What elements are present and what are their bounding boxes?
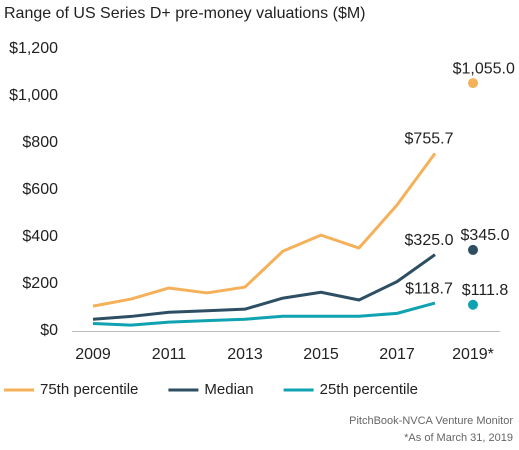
x-tick-label: 2009 <box>75 346 111 363</box>
y-tick-label: $600 <box>22 181 58 198</box>
legend-label: Median <box>204 381 253 398</box>
partial-point <box>468 78 478 89</box>
series-line <box>92 253 436 321</box>
series-line <box>92 152 437 308</box>
note: *As of March 31, 2019 <box>404 432 513 444</box>
value-label: $118.7 <box>405 280 453 297</box>
y-tick-label: $800 <box>22 134 58 151</box>
y-tick-label: $1,200 <box>9 40 58 57</box>
y-tick-label: $400 <box>22 228 58 245</box>
source: PitchBook-NVCA Venture Monitor <box>349 415 513 427</box>
x-tick-label: 2017 <box>379 346 415 363</box>
value-label: $1,055.0 <box>453 60 515 77</box>
value-label: $345.0 <box>461 227 510 244</box>
series-line <box>92 301 436 327</box>
y-tick-label: $1,000 <box>9 87 58 104</box>
legend-label: 75th percentile <box>40 381 138 398</box>
value-label: $111.8 <box>462 282 509 299</box>
y-tick-label: $0 <box>40 322 58 339</box>
legend-label: 25th percentile <box>320 381 418 398</box>
value-label: $325.0 <box>405 232 454 249</box>
x-tick-label: 2019* <box>452 346 494 363</box>
x-tick-label: 2013 <box>227 346 263 363</box>
x-tick-label: 2011 <box>152 346 187 363</box>
y-tick-label: $200 <box>22 275 58 292</box>
partial-point <box>468 299 478 310</box>
value-label: $755.7 <box>405 131 454 148</box>
x-tick-label: 2015 <box>303 346 339 363</box>
chart-title: Range of US Series D+ pre-money valuatio… <box>4 5 366 22</box>
partial-point <box>468 244 478 255</box>
